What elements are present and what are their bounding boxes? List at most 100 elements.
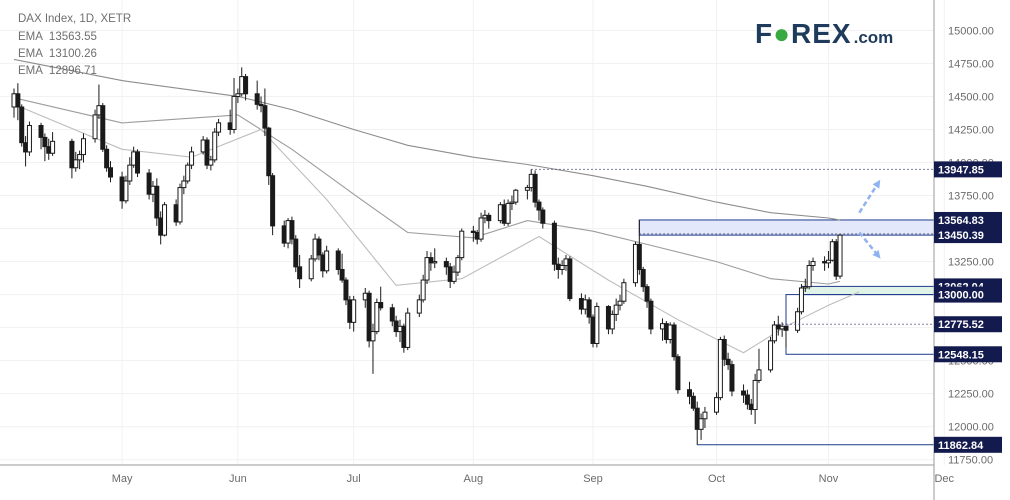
candle-body-up (123, 180, 129, 202)
candle (270, 173, 276, 236)
x-tick-label: Dec (934, 473, 954, 485)
candle-body-down (366, 292, 372, 342)
candle-body-up (795, 311, 801, 331)
projection-arrow (858, 179, 881, 214)
price-tag-bg (934, 286, 1002, 303)
candle-body-up (768, 340, 774, 371)
candle (351, 295, 357, 332)
candle-body-down (335, 250, 341, 270)
candle-body-up (416, 299, 422, 314)
candle (798, 284, 804, 315)
ema-legend-value: 13563.55 (48, 31, 97, 43)
candle-body-up (216, 122, 222, 133)
candle-body-down (19, 106, 25, 144)
candle (416, 294, 422, 318)
candle-body-up (594, 305, 600, 344)
price-tag-bg (934, 161, 1002, 178)
x-tick-label: Sep (583, 473, 603, 485)
symbol-title-text: DAX Index, 1D, XETR (18, 13, 132, 25)
candle-body-up (621, 282, 627, 302)
candle (316, 236, 322, 261)
price-tag-label: 13947.85 (938, 164, 984, 176)
logo-text: F (755, 18, 774, 49)
candle-body-down (135, 151, 141, 174)
candle (127, 157, 133, 185)
candle (451, 265, 457, 285)
candle-body-up (324, 250, 330, 272)
ema-legend-row: EMA 12896.71 (18, 64, 103, 78)
candle (77, 150, 83, 170)
candle (486, 212, 492, 229)
candle (185, 162, 191, 184)
candle-body-up (127, 164, 133, 182)
candle (216, 118, 222, 137)
candle (513, 188, 519, 205)
candle-body-down (258, 103, 264, 107)
candle-body-down (243, 76, 249, 95)
candle-body-down (687, 389, 692, 397)
candle (744, 389, 750, 410)
candle-body-up (698, 418, 704, 430)
candle-body-down (486, 214, 492, 222)
candle (366, 290, 372, 348)
ema-lines (13, 58, 860, 354)
candle-body-down (586, 299, 592, 318)
x-tick-label: Jul (347, 473, 361, 485)
candle (617, 294, 623, 311)
candle-body-down (640, 268, 646, 288)
candle-body-down (428, 257, 434, 264)
x-tick-label: Jun (229, 473, 247, 485)
candle (92, 109, 98, 143)
candle-body-down (108, 167, 113, 178)
candle-body-up (513, 189, 519, 203)
candle-body-down (536, 201, 542, 211)
candle (26, 121, 32, 156)
candle (509, 195, 515, 211)
candle-body-down (729, 364, 735, 392)
ema-legend-label: EMA (18, 48, 43, 60)
candle-body-up (181, 180, 187, 189)
candle (370, 323, 376, 374)
ema-legend-value: 13100.26 (48, 48, 97, 60)
candle-body-down (104, 148, 110, 169)
candle-body-down (532, 173, 538, 203)
x-tick-label: Oct (708, 473, 725, 485)
candle-body-down (293, 238, 299, 268)
candles (11, 67, 843, 445)
candle (795, 307, 801, 333)
candle-body-down (636, 243, 642, 270)
candle-body-down (443, 261, 449, 268)
candle (455, 254, 461, 277)
candle (559, 260, 565, 275)
candle (714, 392, 720, 415)
price-tag-bg (934, 436, 1002, 453)
candle (822, 256, 828, 271)
candle-body-up (432, 261, 438, 264)
candle (80, 133, 86, 163)
candle (324, 245, 330, 274)
price-tag-label: 12775.52 (938, 319, 984, 331)
candle (405, 307, 411, 351)
candle (262, 88, 268, 137)
candle (536, 199, 542, 221)
candle (424, 250, 430, 285)
candle (308, 254, 314, 282)
candle-body-down (289, 220, 295, 240)
candle-body-up (162, 204, 168, 236)
candle-body-down (551, 222, 557, 265)
candle-body-up (73, 159, 79, 169)
candle (343, 277, 349, 306)
logo-o-icon: ● (773, 18, 792, 49)
candle (825, 250, 831, 269)
candle (702, 406, 708, 429)
projection-arrow (858, 231, 881, 259)
candle (768, 336, 774, 373)
candle (254, 80, 260, 110)
candle-body-up (524, 187, 530, 191)
candle-body-down (470, 230, 476, 233)
candle-body-down (146, 172, 152, 195)
level-box (785, 294, 935, 355)
candle (532, 170, 538, 208)
candle-body-up (771, 324, 777, 342)
